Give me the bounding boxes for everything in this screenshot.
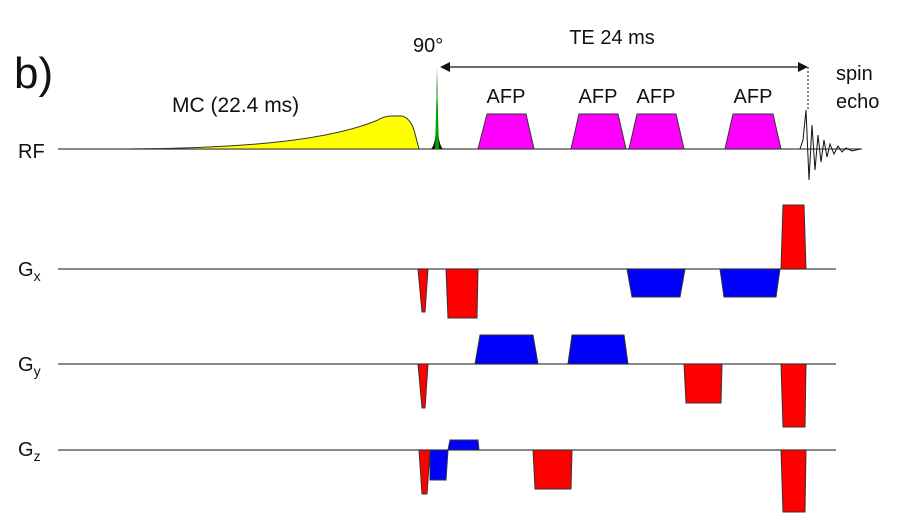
- gz-crusher-lobe: [418, 449, 431, 495]
- afp-pulse-1: [477, 113, 535, 150]
- afp-label-1: AFP: [487, 86, 526, 108]
- afp-pulse-4: [724, 113, 782, 150]
- te-arrow-right-head: [798, 62, 808, 72]
- gx-lobe-blue-2: [719, 268, 781, 298]
- echo-label-spin: spin: [836, 63, 873, 85]
- mc-pulse: [129, 115, 420, 150]
- gz-lobe-blue-down: [429, 449, 449, 481]
- gy-axis-label: Gy: [18, 354, 41, 379]
- gy-lobe-blue-1: [474, 334, 539, 365]
- gz-lobe-red-2: [780, 449, 807, 513]
- excitation-pulse: [435, 80, 439, 149]
- gx-lobe-red-1: [445, 268, 479, 319]
- gy-lobe-red-1: [683, 363, 723, 404]
- gy-crusher-lobe: [417, 363, 429, 409]
- gz-lobe-red-1: [532, 449, 573, 490]
- rf-axis-label: RF: [18, 141, 45, 163]
- gy-lobe-red-2: [780, 363, 807, 428]
- mc-label: MC (22.4 ms): [172, 94, 299, 117]
- excitation-label: 90°: [413, 35, 443, 57]
- echo-label-echo: echo: [836, 91, 879, 113]
- te-arrow-left-head: [440, 62, 450, 72]
- spin-echo-signal: [799, 109, 861, 181]
- afp-pulse-2: [570, 113, 627, 150]
- afp-pulse-3: [628, 113, 685, 150]
- gz-lobe-blue-up: [447, 439, 480, 451]
- te-label: TE 24 ms: [569, 27, 655, 49]
- gx-readout-lobe: [780, 204, 807, 270]
- gx-lobe-blue-1: [626, 268, 686, 298]
- afp-label-4: AFP: [734, 86, 773, 108]
- gx-crusher-lobe: [417, 268, 429, 313]
- afp-label-2: AFP: [579, 86, 618, 108]
- gz-axis-label: Gz: [18, 439, 41, 464]
- gx-axis-label: Gx: [18, 259, 41, 284]
- gy-lobe-blue-2: [567, 334, 629, 365]
- afp-label-3: AFP: [637, 86, 676, 108]
- panel-label: b): [14, 49, 53, 98]
